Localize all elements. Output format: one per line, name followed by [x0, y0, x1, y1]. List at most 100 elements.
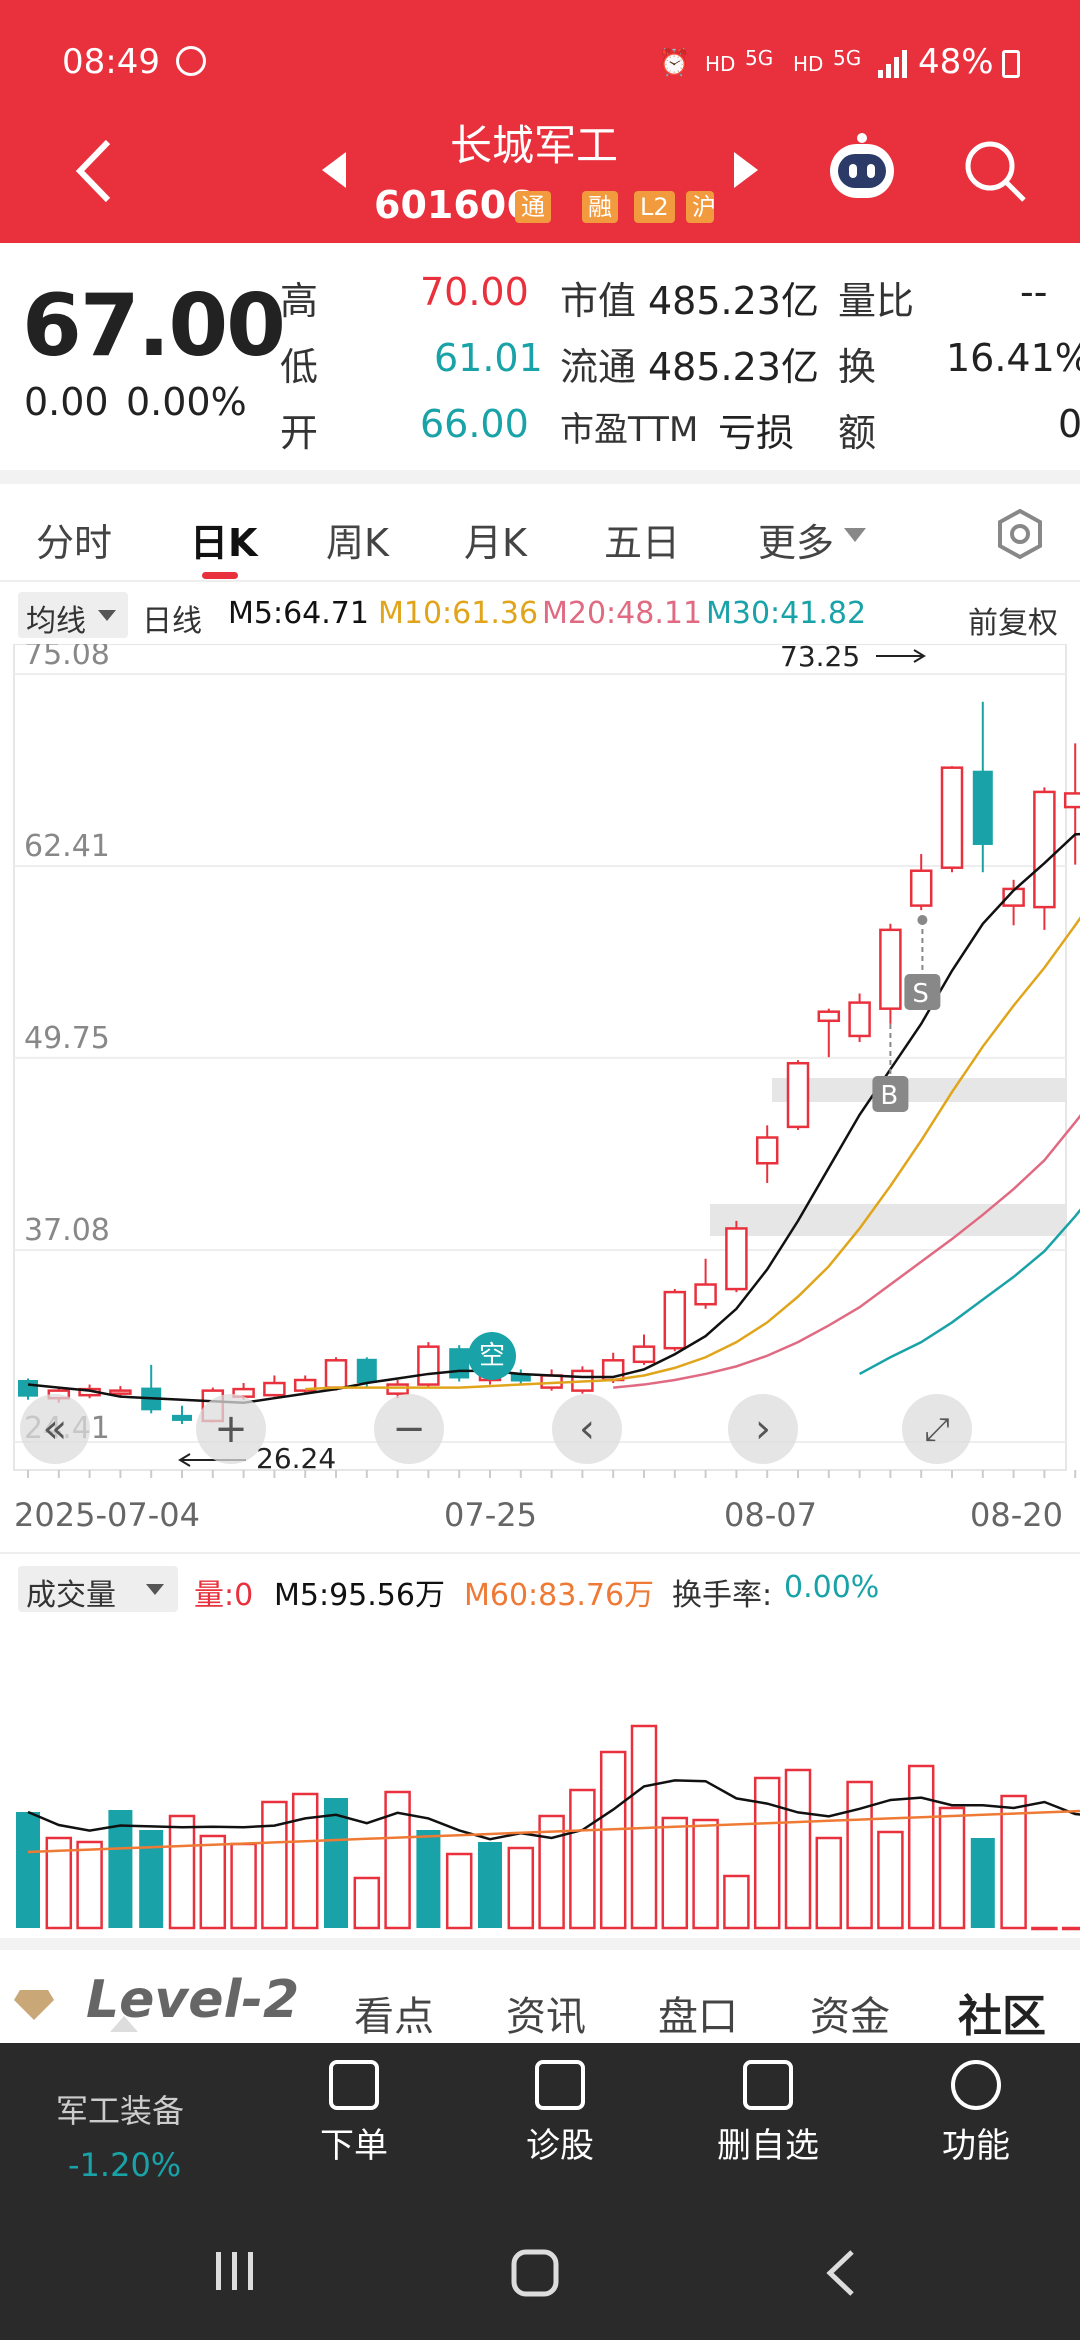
candle-body — [263, 1381, 286, 1397]
tab-five-day[interactable]: 五日 — [604, 521, 681, 565]
candle-body — [109, 1389, 132, 1395]
tab-orderbook[interactable]: 盘口 — [658, 1994, 738, 2040]
tab-community[interactable]: 社区 — [958, 1991, 1046, 2042]
volume-bar — [784, 1768, 812, 1930]
volume-mode-label: 成交量 — [26, 1578, 116, 1613]
candle-body — [694, 1283, 717, 1306]
x-axis-label: 08-20 — [970, 1496, 1063, 1534]
diagnose-icon — [535, 2060, 585, 2110]
volume-mode-chevron-icon — [146, 1584, 164, 1595]
m30-line — [859, 1208, 1080, 1376]
candle-body — [725, 1227, 748, 1291]
candle-body — [940, 766, 964, 869]
candle-body — [324, 1359, 348, 1389]
turnover-rate-value: 0.00% — [784, 1570, 880, 1605]
remove-watchlist-label: 删自选 — [717, 2126, 819, 2166]
x-axis-label: 08-07 — [724, 1496, 817, 1534]
stock-code: 601606 — [374, 183, 533, 227]
remove-watchlist-button[interactable]: 删自选 — [698, 2060, 838, 2167]
volume-bar — [846, 1780, 873, 1930]
tab-more[interactable]: 更多 — [758, 521, 835, 565]
volume-bar — [324, 1798, 348, 1928]
volume-bar — [139, 1830, 164, 1928]
support-band-1 — [772, 1078, 1066, 1102]
tab-monthly-k[interactable]: 月K — [464, 521, 527, 565]
tab-news[interactable]: 资讯 — [506, 1994, 586, 2040]
ma20-value: M20:48.11 — [542, 596, 703, 631]
candle-body — [755, 1136, 779, 1165]
order-label: 下单 — [320, 2126, 388, 2166]
tab-highlights[interactable]: 看点 — [354, 1994, 434, 2040]
volume-bar — [168, 1814, 196, 1930]
y-tick-label: 49.75 — [24, 1021, 110, 1056]
short-signal-badge[interactable]: 空 — [468, 1332, 516, 1380]
price-change: 0.00 — [24, 380, 109, 424]
buy-marker — [872, 1076, 909, 1112]
recent-apps-icon[interactable] — [212, 2248, 258, 2294]
sector-change: -1.20% — [68, 2146, 182, 2184]
prev-stock-icon[interactable] — [320, 150, 348, 190]
mcap-label: 市值 — [560, 279, 637, 323]
battery-icon — [1002, 50, 1020, 78]
next-stock-icon[interactable] — [732, 150, 760, 190]
volume-bar — [199, 1834, 227, 1930]
volume-bar — [661, 1816, 689, 1930]
tag-level2: L2 — [634, 191, 675, 223]
functions-button[interactable]: 功能 — [906, 2060, 1046, 2167]
settings-icon[interactable] — [994, 508, 1046, 560]
robot-assistant-icon[interactable] — [824, 130, 900, 206]
volume-mode-selector[interactable]: 成交量 — [18, 1566, 178, 1613]
scroll-right-button[interactable]: › — [728, 1394, 798, 1464]
volume-bar — [416, 1830, 441, 1928]
float-label: 流通 — [560, 345, 637, 389]
candle-body — [18, 1380, 38, 1397]
support-band-2 — [710, 1204, 1066, 1236]
volume-m5: M5:95.56万 — [274, 1578, 445, 1613]
search-icon[interactable] — [962, 138, 1028, 204]
ma-mode-chevron-icon — [98, 610, 116, 621]
ma-mode-label: 均线 — [26, 604, 86, 639]
volume-bar — [108, 1810, 133, 1928]
tab-daily-k[interactable]: 日K — [190, 521, 258, 565]
adjust-mode[interactable]: 前复权 — [968, 606, 1058, 641]
back-arrow-icon[interactable] — [72, 136, 116, 206]
candle-body — [417, 1345, 440, 1386]
chevron-down-icon[interactable] — [844, 528, 866, 544]
tab-weekly-k[interactable]: 周K — [326, 521, 389, 565]
volume-bar — [76, 1840, 103, 1930]
order-button[interactable]: 下单 — [284, 2060, 424, 2167]
volume-m60: M60:83.76万 — [464, 1578, 655, 1613]
volume-bar — [230, 1842, 257, 1930]
y-tick-label: 37.08 — [24, 1213, 110, 1248]
fullscreen-button[interactable]: ⤢ — [902, 1394, 972, 1464]
system-back-icon[interactable] — [822, 2248, 858, 2298]
diagnose-button[interactable]: 诊股 — [490, 2060, 630, 2167]
volume-bar — [692, 1818, 719, 1930]
scroll-left-fast-button[interactable]: « — [20, 1394, 90, 1464]
tab-intraday[interactable]: 分时 — [36, 521, 113, 565]
zoom-in-button[interactable]: + — [196, 1394, 266, 1464]
stock-name: 长城军工 — [450, 121, 619, 170]
max-price-label: 73.25 — [780, 644, 860, 673]
candle-body — [786, 1061, 810, 1129]
volume-bar — [1000, 1794, 1027, 1930]
ma-mode-selector[interactable]: 均线 — [18, 592, 128, 639]
tag-connect: 通 — [515, 191, 551, 223]
zoom-out-button[interactable]: − — [374, 1394, 444, 1464]
active-tab-indicator — [202, 572, 238, 579]
scroll-left-button[interactable]: ‹ — [552, 1394, 622, 1464]
vol-ratio-label: 量比 — [838, 279, 915, 323]
tab-funds[interactable]: 资金 — [810, 1994, 890, 2040]
sector-name[interactable]: 军工装备 — [56, 2092, 185, 2130]
caret-up-icon[interactable] — [110, 2016, 138, 2032]
volume-chart[interactable] — [0, 1616, 1080, 1936]
diagnose-label: 诊股 — [526, 2126, 594, 2166]
home-icon[interactable] — [510, 2248, 560, 2298]
volume-current: 量:0 — [194, 1578, 254, 1613]
volume-m5-line — [27, 1779, 1080, 1841]
candle-body — [510, 1373, 531, 1382]
bottom-tabs-divider — [0, 1938, 1080, 1950]
candle-body — [172, 1414, 192, 1421]
sell-marker-dot — [917, 915, 928, 925]
